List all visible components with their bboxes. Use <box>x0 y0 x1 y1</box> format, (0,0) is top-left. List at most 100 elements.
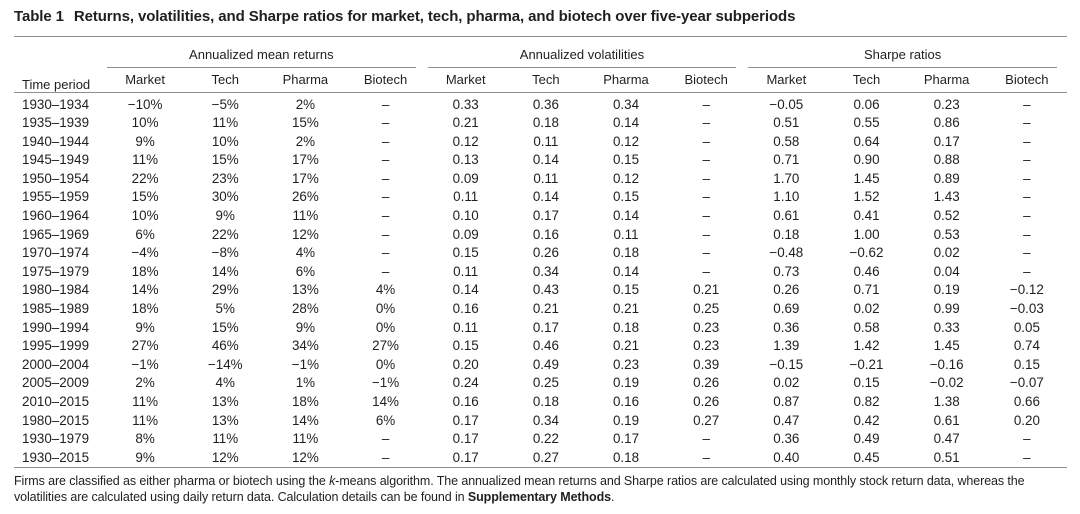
value-cell: 0.02 <box>773 375 800 391</box>
table-row: 1940–1944 9% 10% 2% – 0.12 0.11 0.12 – 0.58 0.64 0.… <box>14 133 1067 152</box>
table-row: 1995–1999 27% 46% 34% 27% 0.15 0.46 0.21 0.23 1.3… <box>14 337 1067 356</box>
value-cell: 0.21 <box>452 115 479 131</box>
value-cell: 0.23 <box>612 356 640 372</box>
column-group-mean-returns-label: Annualized mean returns <box>107 47 416 68</box>
value-cell: 0.14 <box>452 282 479 298</box>
value-cell: – <box>381 226 390 242</box>
value-cell: 0.14 <box>532 152 559 168</box>
value-cell: 30% <box>211 189 239 205</box>
value-cell: 0.73 <box>773 263 800 279</box>
value-cell: 1.38 <box>933 394 960 409</box>
time-period-cell: 1985–1989 <box>22 301 90 317</box>
returns-volatilities-sharpe-table: Time period Annualized mean returns Annu… <box>14 37 1067 469</box>
value-cell: −0.03 <box>1009 301 1044 317</box>
table-header: Time period Annualized mean returns Annu… <box>14 37 1067 93</box>
value-cell: – <box>1023 152 1031 168</box>
footnote-text-2: -means algorithm. The annualized mean re… <box>14 474 1025 505</box>
time-period-cell: 1930–1979 <box>22 431 90 447</box>
value-cell: 0.14 <box>532 189 559 205</box>
value-cell: −0.12 <box>1009 282 1044 298</box>
value-cell: 0.26 <box>693 394 720 409</box>
value-cell: – <box>702 263 710 279</box>
value-cell: 0.51 <box>773 115 800 131</box>
value-cell: 9% <box>215 208 235 224</box>
value-cell: 11% <box>132 152 158 168</box>
value-cell: 2% <box>295 96 316 112</box>
value-cell: 22% <box>131 170 159 186</box>
value-cell: – <box>381 263 390 279</box>
value-cell: 11% <box>212 431 239 447</box>
value-cell: 0.27 <box>693 412 720 428</box>
value-cell: 0.43 <box>532 282 559 298</box>
value-cell: 0.33 <box>933 319 960 335</box>
value-cell: 0.15 <box>612 189 640 205</box>
value-cell: −10% <box>127 96 163 112</box>
value-cell: 0.25 <box>532 375 559 391</box>
value-cell: 0.12 <box>612 170 640 186</box>
value-cell: – <box>666 448 747 469</box>
column-header-sharpe-tech: Tech <box>826 68 907 93</box>
column-header-sharpe-market: Market <box>746 68 827 93</box>
value-cell: 0.15 <box>452 338 479 354</box>
value-cell: – <box>1023 189 1031 205</box>
time-period-cell: 2010–2015 <box>22 394 90 409</box>
value-cell: 8% <box>135 431 155 447</box>
column-header-returns-market: Market <box>105 68 186 93</box>
value-cell: 0.18 <box>612 319 640 335</box>
value-cell: – <box>702 133 710 149</box>
value-cell: 1.45 <box>853 170 880 186</box>
value-cell: 0.52 <box>933 208 960 224</box>
value-cell: 0.18 <box>532 394 559 409</box>
value-cell: 0.82 <box>853 394 880 409</box>
value-cell: 6% <box>375 412 396 428</box>
value-cell: 1.43 <box>933 189 960 205</box>
value-cell: 0.26 <box>693 375 720 391</box>
value-cell: 0.19 <box>612 375 640 391</box>
time-period-cell: 1980–1984 <box>22 282 90 298</box>
value-cell: 0.90 <box>853 152 880 168</box>
value-cell: 0.69 <box>773 301 800 317</box>
table-row: 1980–2015 11% 13% 14% 6% 0.17 0.34 0.19 0.27 0.47… <box>14 412 1067 431</box>
value-cell: 0.23 <box>693 319 720 335</box>
value-cell: −0.21 <box>849 356 884 372</box>
value-cell: 1.70 <box>773 170 800 186</box>
table-number-label: Table 1 <box>14 8 64 25</box>
value-cell: 0.17 <box>933 133 960 149</box>
value-cell: 0.21 <box>612 301 640 317</box>
value-cell: 10% <box>131 208 159 224</box>
value-cell: 29% <box>211 282 239 298</box>
title-divider <box>14 36 1067 37</box>
value-cell: 18% <box>291 394 319 409</box>
column-header-returns-biotech: Biotech <box>345 68 426 93</box>
value-cell: – <box>381 431 390 447</box>
table-row: 1930–1934 −10% −5% 2% – 0.33 0.36 0.34 – −0.05 0.0… <box>14 92 1067 114</box>
value-cell: – <box>1023 170 1031 186</box>
footnote-text-3: . <box>610 490 615 505</box>
value-cell: 0.40 <box>746 448 827 469</box>
value-cell: −0.05 <box>769 96 804 112</box>
value-cell: – <box>1023 96 1031 112</box>
value-cell: 0.15 <box>452 245 479 261</box>
value-cell: 0.24 <box>452 375 479 391</box>
value-cell: 0.14 <box>612 115 640 131</box>
value-cell: −0.48 <box>769 245 804 261</box>
value-cell: 0.23 <box>693 338 720 354</box>
time-period-cell: 1950–1954 <box>22 170 90 186</box>
value-cell: 22% <box>211 226 239 242</box>
value-cell: 10% <box>131 115 159 131</box>
value-cell: 0.12 <box>452 133 479 149</box>
time-period-cell: 1970–1974 <box>22 245 90 261</box>
value-cell: 0.14 <box>612 263 640 279</box>
value-cell: 0.58 <box>853 319 880 335</box>
value-cell: 0.09 <box>452 170 479 186</box>
value-cell: 0.51 <box>906 448 987 469</box>
table-row: 1970–1974 −4% −8% 4% – 0.15 0.26 0.18 – −0.48 −0.6… <box>14 244 1067 263</box>
value-cell: 13% <box>291 282 319 298</box>
value-cell: 0.18 <box>773 226 800 242</box>
value-cell: 0.04 <box>933 263 960 279</box>
value-cell: 0.89 <box>933 170 960 186</box>
value-cell: – <box>702 208 710 224</box>
value-cell: 4% <box>375 282 396 298</box>
table-title: Table 1 Returns, volatilities, and Sharpe… <box>14 8 1067 25</box>
value-cell: – <box>381 170 390 186</box>
